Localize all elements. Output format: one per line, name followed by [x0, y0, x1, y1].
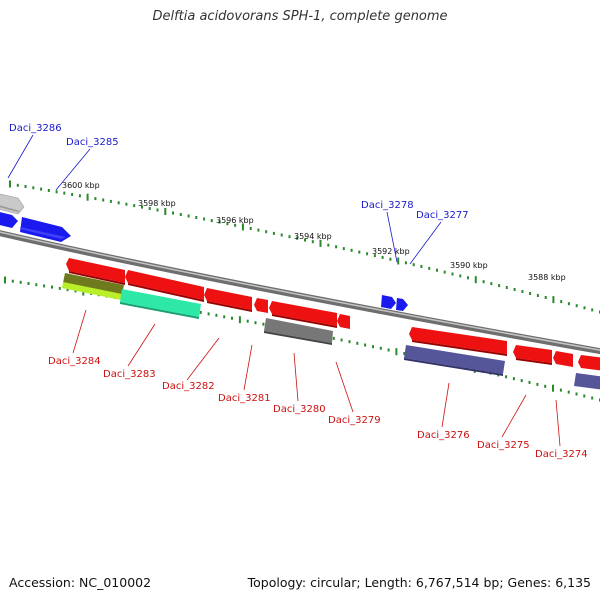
leader-daci-3279: [335, 361, 354, 413]
label-daci-3277[interactable]: Daci_3277: [416, 210, 469, 221]
label-daci-3282[interactable]: Daci_3282: [162, 381, 215, 392]
label-daci-3284[interactable]: Daci_3284: [48, 356, 101, 367]
gene-daci-3285-shade: [20, 227, 66, 239]
gene-daci-3286-shade: [0, 205, 20, 212]
leader-daci-3278: [386, 211, 398, 263]
gene-daci-3284-shade: [69, 271, 125, 285]
gene-daci-3283[interactable]: [125, 270, 204, 300]
gene-daci-3274[interactable]: [553, 351, 573, 367]
leader-daci-3286: [7, 134, 34, 179]
leader-daci-3276: [441, 382, 450, 428]
label-daci-3274[interactable]: Daci_3274: [535, 449, 588, 460]
gene-daci-3280-shade: [272, 314, 337, 328]
gene-daci-3283-shade: [128, 283, 204, 302]
leader-daci-3284: [72, 309, 87, 354]
feature-teal-block[interactable]: [120, 289, 201, 317]
leader-daci-3282: [186, 337, 220, 381]
scale-label-3598: 3598 kbp: [138, 199, 176, 208]
accession-text: Accession: NC_010002: [9, 575, 152, 590]
gene-daci-3275[interactable]: [513, 345, 552, 363]
feature-gray-block[interactable]: [264, 318, 333, 343]
leader-lines: [7, 134, 561, 447]
genome-backbone-highlight: [0, 231, 600, 351]
scale-label-3592: 3592 kbp: [372, 247, 410, 256]
scale-labels: 3600 kbp 3598 kbp 3596 kbp 3594 kbp 3592…: [62, 181, 566, 282]
label-daci-3285[interactable]: Daci_3285: [66, 137, 119, 148]
gene-daci-3280[interactable]: [269, 301, 337, 326]
label-daci-3278[interactable]: Daci_3278: [361, 200, 414, 211]
label-daci-3286[interactable]: Daci_3286: [9, 123, 62, 134]
feature-teal-block-shade: [120, 302, 199, 319]
map-title: Delftia acidovorans SPH-1, complete geno…: [152, 9, 448, 24]
leader-daci-3277: [409, 221, 442, 265]
gene-forward-blue-left[interactable]: [0, 211, 18, 228]
scale-label-3594: 3594 kbp: [294, 232, 332, 241]
feature-purple-block[interactable]: [404, 345, 505, 374]
gene-daci-3279[interactable]: [337, 314, 350, 329]
feature-gray-block-shade: [264, 331, 332, 345]
gene-labels: Daci_3286 Daci_3285 Daci_3278 Daci_3277 …: [9, 123, 588, 460]
gene-daci-3277[interactable]: [396, 298, 408, 311]
upper-scale-ticks: [9, 180, 600, 314]
leader-daci-3274: [555, 399, 561, 447]
feature-purple-block-shade: [404, 358, 503, 376]
label-daci-3281[interactable]: Daci_3281: [218, 393, 271, 404]
leader-daci-3275: [501, 394, 527, 438]
scale-label-3600: 3600 kbp: [62, 181, 100, 190]
scale-label-3596: 3596 kbp: [216, 216, 254, 225]
gene-daci-3286[interactable]: [0, 193, 25, 215]
gene-reverse-red-right[interactable]: [578, 355, 600, 371]
leader-daci-3280: [293, 352, 299, 402]
label-daci-3275[interactable]: Daci_3275: [477, 440, 530, 451]
gene-daci-3284[interactable]: [66, 258, 125, 283]
gene-daci-3276[interactable]: [409, 327, 507, 354]
feature-purple-block-right[interactable]: [574, 373, 600, 390]
leader-daci-3285: [55, 148, 91, 191]
genome-backbone: [0, 230, 600, 355]
label-daci-3283[interactable]: Daci_3283: [103, 369, 156, 380]
label-daci-3279[interactable]: Daci_3279: [328, 415, 381, 426]
gene-daci-3278[interactable]: [381, 295, 396, 309]
forward-strand-genes: [0, 193, 408, 311]
gene-daci-3275-shade: [516, 358, 552, 365]
gene-daci-3282[interactable]: [204, 288, 252, 310]
gene-daci-3281[interactable]: [254, 298, 268, 313]
leader-daci-3283: [127, 323, 156, 367]
feature-olive-block[interactable]: [63, 273, 124, 295]
feature-lime-block[interactable]: [62, 282, 122, 300]
topology-text: Topology: circular; Length: 6,767,514 bp…: [247, 575, 591, 590]
leader-daci-3281: [243, 344, 253, 391]
scale-label-3590: 3590 kbp: [450, 261, 488, 270]
gene-daci-3276-shade: [412, 340, 507, 356]
reverse-strand-genes: [62, 258, 600, 390]
scale-label-3588: 3588 kbp: [528, 273, 566, 282]
label-daci-3276[interactable]: Daci_3276: [417, 430, 470, 441]
label-daci-3280[interactable]: Daci_3280: [273, 404, 326, 415]
gene-daci-3282-shade: [207, 301, 252, 312]
